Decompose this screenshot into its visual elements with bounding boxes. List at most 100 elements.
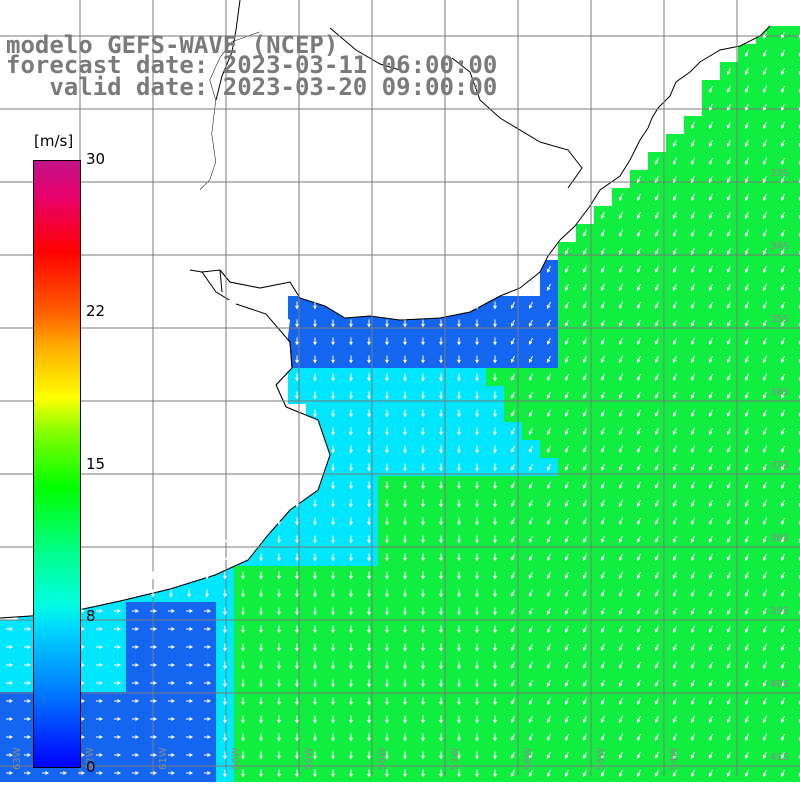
wind-arrow [780, 499, 785, 507]
wind-arrow [510, 355, 515, 363]
wind-arrow [672, 499, 677, 507]
wind-arrow [690, 301, 695, 309]
wind-arrow [385, 517, 389, 526]
wind-arrow [277, 751, 281, 760]
wind-arrow [744, 625, 749, 633]
wind-arrow [780, 661, 785, 669]
wind-arrow [672, 247, 677, 255]
wind-arrow [241, 751, 245, 760]
wind-arrow [403, 301, 407, 310]
wind-arrow [726, 67, 731, 75]
wind-arrow [744, 427, 749, 435]
wind-arrow [421, 319, 425, 328]
wind-arrow [618, 319, 623, 327]
wind-arrow [403, 463, 407, 472]
wind-arrow [654, 337, 659, 345]
wind-arrow [564, 661, 569, 669]
wind-arrow [168, 645, 176, 649]
wind-arrow [331, 373, 335, 382]
wind-arrow [636, 283, 641, 291]
wind-arrow [744, 355, 749, 363]
latitude-label: 35S [770, 314, 789, 325]
wind-arrow [421, 571, 425, 580]
wind-arrow [600, 571, 605, 579]
wind-arrow [186, 699, 194, 703]
wind-arrow [313, 301, 317, 310]
wind-arrow [582, 301, 587, 309]
wind-arrow [564, 571, 569, 579]
wind-arrow [168, 735, 176, 739]
wind-arrow [528, 337, 533, 345]
wind-arrow [708, 427, 713, 435]
wind-arrow [780, 409, 785, 417]
wind-arrow [313, 625, 317, 634]
wind-arrow [672, 337, 677, 345]
wind-arrow [690, 211, 695, 219]
wind-arrow [546, 337, 551, 345]
wind-arrow [457, 733, 461, 742]
wind-arrow [762, 373, 767, 381]
wind-arrow [493, 481, 497, 490]
wind-arrow [636, 229, 641, 237]
field-cell [792, 314, 800, 332]
wind-arrow [708, 283, 713, 291]
wind-arrow [331, 355, 335, 364]
wind-arrow [528, 391, 533, 399]
wind-arrow [331, 517, 335, 526]
wind-arrow [403, 679, 407, 688]
field-cell [792, 710, 800, 728]
wind-arrow [582, 499, 587, 507]
wind-arrow [331, 769, 335, 778]
wind-arrow [690, 391, 695, 399]
wind-arrow [204, 699, 212, 703]
wind-arrow [654, 427, 659, 435]
wind-arrow [762, 481, 767, 489]
wind-arrow [762, 769, 767, 777]
wind-arrow [493, 391, 497, 400]
wind-arrow [546, 697, 551, 705]
wind-arrow [385, 751, 389, 760]
wind-arrow [546, 499, 551, 507]
wind-arrow [367, 643, 371, 652]
wind-arrow [205, 535, 209, 544]
wind-arrow [510, 769, 515, 777]
wind-arrow [475, 643, 479, 652]
wind-arrow [331, 607, 335, 616]
wind-arrow [6, 663, 14, 667]
wind-arrow [475, 769, 479, 778]
wind-arrow [654, 769, 659, 777]
wind-arrow [762, 265, 767, 273]
wind-arrow [744, 643, 749, 651]
wind-arrow [403, 733, 407, 742]
wind-arrow [528, 733, 533, 741]
wind-arrow [564, 643, 569, 651]
wind-arrow [582, 391, 587, 399]
wind-arrow [744, 247, 749, 255]
wind-arrow [510, 517, 515, 525]
wind-arrow [367, 409, 371, 418]
wind-arrow [708, 697, 713, 705]
wind-arrow [690, 607, 695, 615]
wind-arrow [385, 319, 389, 328]
wind-arrow [385, 427, 389, 436]
wind-arrow [528, 625, 533, 633]
wind-arrow [780, 265, 785, 273]
wind-arrow [708, 193, 713, 201]
wind-arrow [510, 733, 515, 741]
wind-arrow [385, 661, 389, 670]
wind-arrow [421, 589, 425, 598]
wind-arrow [439, 499, 443, 508]
wind-arrow [708, 751, 713, 759]
wind-arrow [42, 771, 50, 775]
river-border [215, 0, 583, 189]
wind-arrow [600, 373, 605, 381]
wind-arrow [510, 409, 515, 417]
wind-arrow [403, 715, 407, 724]
wind-arrow [421, 445, 425, 454]
wind-arrow [708, 571, 713, 579]
wind-arrow [564, 319, 569, 327]
wind-arrow [133, 571, 137, 580]
colorbar-tick-8: 8 [86, 607, 96, 625]
wind-arrow [708, 103, 713, 111]
wind-arrow [403, 769, 407, 778]
